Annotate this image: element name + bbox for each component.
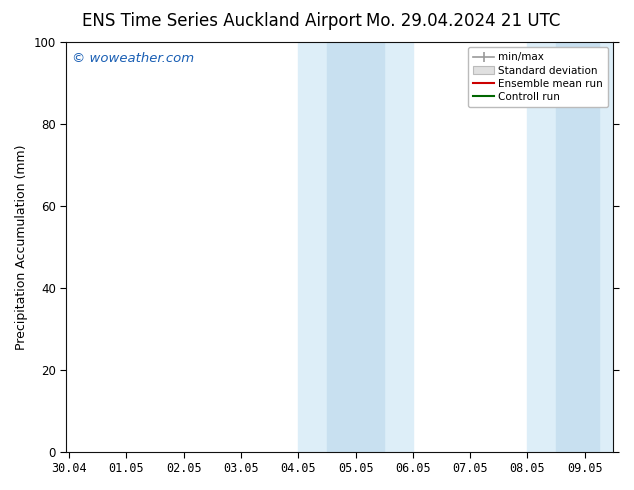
Legend: min/max, Standard deviation, Ensemble mean run, Controll run: min/max, Standard deviation, Ensemble me…: [468, 47, 608, 107]
Bar: [327, 42, 356, 452]
Bar: [556, 42, 585, 452]
Text: ENS Time Series Auckland Airport: ENS Time Series Auckland Airport: [82, 12, 362, 30]
Bar: [298, 42, 356, 452]
Bar: [585, 42, 614, 452]
Bar: [356, 42, 413, 452]
Y-axis label: Precipitation Accumulation (mm): Precipitation Accumulation (mm): [15, 144, 28, 349]
Bar: [585, 42, 599, 452]
Bar: [356, 42, 384, 452]
Text: Mo. 29.04.2024 21 UTC: Mo. 29.04.2024 21 UTC: [366, 12, 560, 30]
Bar: [527, 42, 585, 452]
Text: © woweather.com: © woweather.com: [72, 52, 194, 65]
